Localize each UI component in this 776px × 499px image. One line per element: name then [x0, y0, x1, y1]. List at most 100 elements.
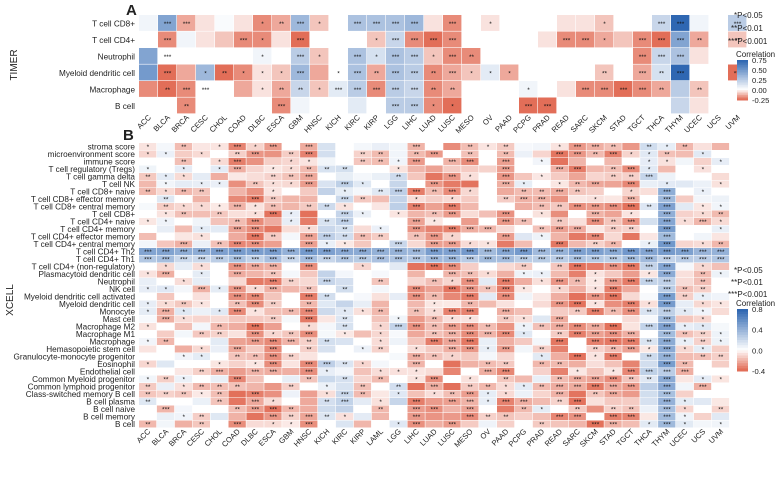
star-b-t-cell-cd4-non-regulatory-stad: ***	[610, 264, 618, 271]
star-b-t-cell-cd4-th2-ucs: ***	[699, 249, 707, 256]
star-b-t-cell-cd4-th2-pcpg: ***	[520, 249, 528, 256]
cell-b-t-cell-gamma-delta-kich	[318, 173, 336, 180]
star-b-common-lymphoid-progenitor-brca: *	[182, 384, 185, 391]
col-label-a-luad: LUAD	[417, 113, 438, 134]
cell-b-t-cell-cd8-paad	[497, 210, 515, 218]
star-b-myeloid-dendritic-cell-sarc: ***	[574, 302, 582, 309]
cell-a-b-cell-paad	[500, 97, 519, 114]
cell-b-stroma-score-meso	[461, 143, 479, 150]
star-b-t-cell-cd4-central-memory-thym: ***	[663, 242, 671, 249]
row-label-a-b-cell: B cell	[115, 102, 135, 111]
cell-b-t-cell-cd4-central-memory-sarc	[568, 240, 586, 248]
cell-a-b-cell-meso	[462, 97, 481, 114]
cell-b-monocyte-read	[550, 308, 568, 315]
panel-a-sig-1: *P<0.05	[734, 11, 763, 20]
cell-a-neutrophil-ov	[481, 48, 500, 64]
col-label-a-kich: KICH	[324, 113, 343, 132]
star-b-immune-score-uvm: *	[719, 159, 722, 166]
star-b-t-cell-cd4-effector-memory-prad: *	[540, 234, 543, 241]
star-b-t-cell-cd4-th2-sarc: ***	[574, 249, 582, 256]
star-b-macrophage-m1-sarc: ***	[574, 332, 582, 339]
cell-b-hemasopoietic-stem-cell-lgg	[389, 345, 407, 353]
cell-a-myeloid-dendritic-cell-esca	[272, 64, 291, 81]
cell-b-plasmacytoid-dendritic-cell-lgg	[389, 270, 407, 278]
row-label-b-t-cell-cd4-th2: T cell CD4+ Th2	[76, 248, 136, 257]
cell-a-b-cell-thym	[671, 97, 690, 114]
cell-b-immune-score-gbm	[282, 158, 300, 165]
star-b-t-cell-regulatory-tregs-ucs: *	[702, 167, 705, 174]
star-b-t-cell-cd4-non-regulatory-pcpg: **	[521, 264, 527, 271]
col-label-a-hnsc: HNSC	[302, 113, 324, 135]
cell-b-b-cell-memory-uvm	[711, 413, 730, 420]
cell-a-myeloid-dendritic-cell-stad	[614, 64, 633, 81]
star-b-t-cell-cd8-naive-acc: **	[145, 189, 151, 196]
cell-b-plasmacytoid-dendritic-cell-thca	[640, 270, 658, 278]
cell-b-mast-cell-read	[550, 315, 568, 323]
row-label-b-endothelial-cell: Endothelial cell	[80, 368, 135, 377]
star-b-t-cell-cd8-central-memory-prad: **	[539, 204, 545, 211]
cell-b-t-cell-cd8-central-memory-hnsc	[300, 203, 318, 210]
cell-b-t-cell-cd8-naive-thym	[658, 188, 676, 195]
cell-a-t-cell-cd4-stad	[614, 31, 633, 48]
star-b-t-cell-cd8-effector-memory-thym: ***	[663, 197, 671, 204]
cell-b-common-lymphoid-progenitor-lihc	[407, 383, 425, 390]
cell-b-b-cell-memory-hnsc	[300, 413, 318, 420]
cell-b-t-cell-cd8-effector-memory-tgct	[622, 195, 640, 203]
cell-b-neutrophil-kich	[318, 278, 336, 285]
cell-b-stroma-score-chol	[210, 143, 228, 150]
star-b-t-cell-cd4-effector-memory-skcm: ***	[592, 234, 600, 241]
cell-b-t-cell-cd4-effector-memory-ucs	[693, 233, 712, 240]
star-b-common-lymphoid-progenitor-read: ***	[556, 384, 564, 391]
star-b-common-myeloid-progenitor-read: **	[557, 377, 563, 384]
cell-b-hemasopoietic-stem-cell-blca	[156, 345, 175, 353]
cell-b-microenvironment-score-read	[550, 150, 568, 158]
cell-a-myeloid-dendritic-cell-paad	[500, 64, 519, 81]
cell-a-neutrophil-prad	[538, 48, 557, 64]
star-a-myeloid-dendritic-cell-thym: ***	[677, 70, 685, 77]
cell-b-neutrophil-lgg	[389, 278, 407, 285]
cell-b-b-cell-naive-pcpg	[514, 405, 533, 413]
cell-b-t-cell-cd4-non-regulatory-blca	[156, 263, 175, 270]
star-a-t-cell-cd4-lgg: ***	[392, 37, 400, 44]
cell-b-t-cell-cd8-central-memory-laml	[371, 203, 389, 210]
cell-b-macrophage-kirp	[353, 338, 372, 345]
star-b-common-myeloid-progenitor-skcm: ***	[592, 377, 600, 384]
cell-b-myeloid-dendritic-cell-activated-kich	[318, 293, 336, 300]
cell-b-t-cell-cd8-central-memory-kirp	[353, 203, 372, 210]
cell-a-macrophage-tgct	[633, 81, 652, 97]
star-a-myeloid-dendritic-cell-gbm: ***	[297, 70, 305, 77]
cell-b-plasmacytoid-dendritic-cell-read	[550, 270, 568, 278]
star-b-hemasopoietic-stem-cell-laml: **	[378, 347, 384, 354]
cell-b-t-cell-gamma-delta-blca	[156, 173, 175, 180]
cell-b-t-cell-cd4-naive-ucs	[693, 218, 712, 225]
cell-b-b-cell-plasma-meso	[461, 398, 479, 405]
star-b-stroma-score-ov: *	[487, 144, 490, 151]
star-a-t-cell-cd4-tgct: ***	[639, 37, 647, 44]
cell-b-nk-cell-skcm	[586, 285, 604, 293]
star-b-nk-cell-meso: ***	[466, 287, 474, 294]
cell-b-monocyte-stad	[604, 308, 622, 315]
cell-b-t-cell-cd4-non-regulatory-lusc	[443, 263, 461, 270]
star-b-t-cell-regulatory-tregs-tgct: ***	[627, 167, 635, 174]
cell-b-monocyte-lihc	[407, 308, 425, 315]
star-b-immune-score-meso: ***	[466, 159, 474, 166]
star-b-common-lymphoid-progenitor-luad: ***	[431, 384, 439, 391]
cell-a-t-cell-cd4-ucs	[709, 31, 728, 48]
cell-b-macrophage-m2-ov	[479, 323, 497, 330]
star-b-t-cell-cd4-naive-coad: **	[235, 219, 241, 226]
cell-b-common-lymphoid-progenitor-lusc	[443, 383, 461, 390]
cell-b-b-cell-plasma-esca	[264, 398, 282, 405]
cell-b-myeloid-dendritic-cell-activated-lgg	[389, 293, 407, 300]
cell-b-t-cell-cd4-th1-kich	[318, 255, 336, 263]
cell-b-stroma-score-kirc	[335, 143, 354, 150]
cell-b-eosinophil-kich	[318, 360, 336, 368]
star-b-myeloid-dendritic-cell-activated-ucec: **	[682, 294, 688, 301]
cell-b-b-cell-memory-tgct	[622, 413, 640, 420]
cell-a-macrophage-lihc	[405, 81, 424, 97]
cell-b-macrophage-m1-ucs	[693, 330, 712, 338]
star-b-macrophage-m1-meso: ***	[466, 332, 474, 339]
cell-b-stroma-score-lihc	[407, 143, 425, 150]
cell-b-nk-cell-kich	[318, 285, 336, 293]
panel-b-colorbar: 0.80.40.0-0.4	[737, 305, 765, 376]
star-b-macrophage-kich: **	[324, 339, 330, 346]
